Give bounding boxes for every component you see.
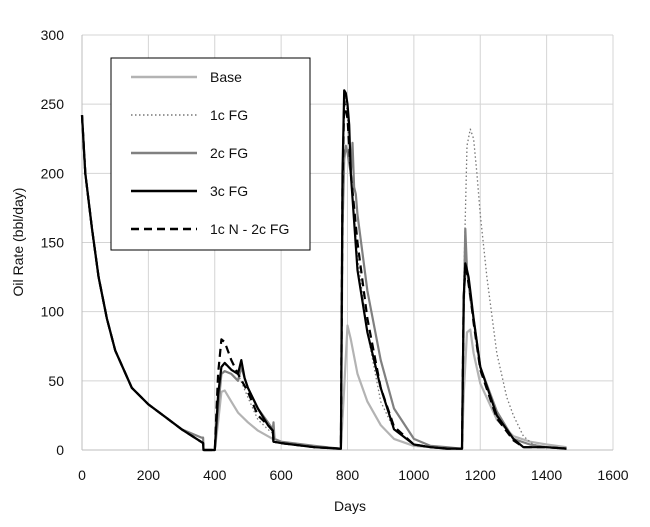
legend-label: 2c FG — [210, 145, 248, 161]
series-line-5 — [80, 100, 567, 452]
y-tick-label: 0 — [56, 442, 64, 458]
y-tick-label: 250 — [41, 96, 65, 112]
x-tick-label: 400 — [203, 467, 227, 483]
gridlines — [81, 34, 614, 451]
x-tick-label: 1600 — [597, 467, 628, 483]
series-lines — [80, 89, 567, 452]
axes — [81, 35, 613, 451]
x-tick-label: 1200 — [465, 467, 496, 483]
legend-label: 1c FG — [210, 107, 248, 123]
x-tick-labels: 0 200 400 600 800 1000 1200 1400 1600 — [78, 467, 629, 483]
legend-label: Base — [210, 69, 242, 85]
x-tick-label: 0 — [78, 467, 86, 483]
legend-label: 3c FG — [210, 183, 248, 199]
y-tick-label: 300 — [41, 27, 65, 43]
legend: Base 1c FG 2c FG 3c FG 1c N - 2c FG — [110, 57, 311, 251]
x-tick-label: 200 — [137, 467, 161, 483]
y-axis-label: Oil Rate (bbl/day) — [10, 188, 26, 297]
x-tick-label: 600 — [269, 467, 293, 483]
x-axis-label: Days — [334, 498, 366, 514]
y-tick-label: 100 — [41, 304, 65, 320]
x-tick-label: 1000 — [398, 467, 429, 483]
x-tick-label: 1400 — [531, 467, 562, 483]
y-tick-label: 200 — [41, 165, 65, 181]
y-tick-label: 50 — [48, 373, 64, 389]
legend-label: 1c N - 2c FG — [210, 221, 289, 237]
x-tick-label: 800 — [336, 467, 360, 483]
y-tick-labels: 0 50 100 150 200 250 300 — [41, 27, 65, 458]
y-tick-label: 150 — [41, 235, 65, 251]
